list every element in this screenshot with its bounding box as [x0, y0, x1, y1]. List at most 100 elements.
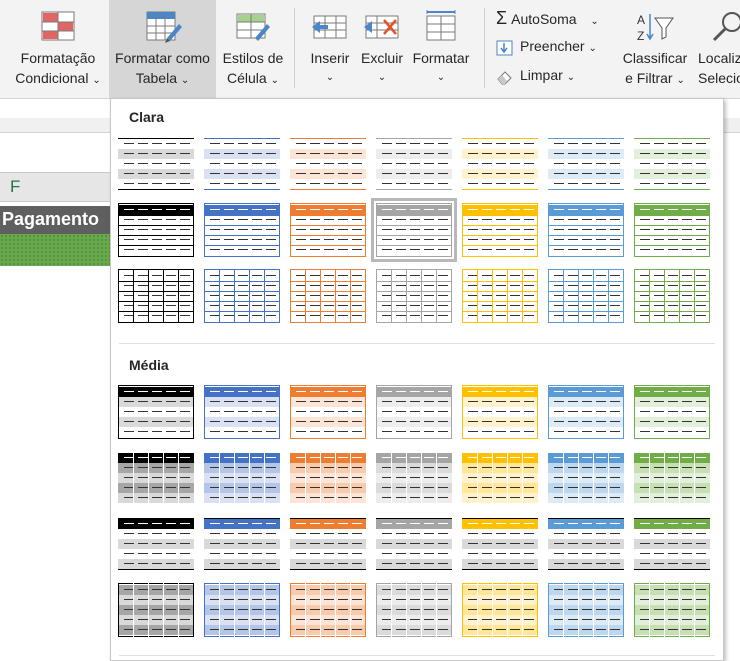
find-select-label1: Localiz	[698, 50, 740, 66]
ribbon-separator	[294, 8, 295, 88]
sort-filter-label2: e Filtrar ⌄	[625, 70, 685, 86]
format-table-icon	[143, 10, 183, 44]
format-button[interactable]: Formatar ⌄	[408, 0, 474, 98]
fill-down-icon	[496, 39, 514, 56]
table-style-swatch[interactable]	[204, 137, 280, 191]
section-divider-bottom	[119, 655, 715, 656]
autosum-button[interactable]: Σ AutoSoma ⌄	[496, 8, 599, 28]
table-style-swatch[interactable]	[118, 385, 194, 439]
magnifier-icon	[708, 10, 740, 44]
table-style-swatch[interactable]	[376, 137, 452, 191]
eraser-icon	[496, 68, 514, 85]
delete-label: Excluir	[360, 50, 403, 66]
delete-chevron: ⌄	[377, 72, 387, 83]
delete-cells-icon	[362, 10, 402, 44]
table-style-swatch[interactable]	[204, 583, 280, 637]
table-style-swatch[interactable]	[376, 583, 452, 637]
table-style-swatch[interactable]	[548, 583, 624, 637]
conditional-formatting-label1: Formatação	[20, 50, 96, 66]
format-chevron: ⌄	[436, 72, 446, 83]
cell-styles-label2: Célula ⌄	[227, 70, 279, 86]
svg-text:A: A	[637, 13, 645, 27]
column-letter: F	[10, 177, 21, 196]
table-style-swatch[interactable]	[462, 203, 538, 257]
section-divider	[119, 343, 715, 344]
table-style-swatch[interactable]	[118, 451, 194, 505]
section-title-medium: Média	[129, 357, 169, 373]
sort-filter-label1: Classificar	[622, 50, 688, 66]
table-style-swatch[interactable]	[634, 203, 710, 257]
table-style-swatch[interactable]	[376, 269, 452, 323]
table-style-swatch[interactable]	[290, 269, 366, 323]
green-cell[interactable]	[0, 234, 110, 266]
table-style-swatch[interactable]	[376, 451, 452, 505]
table-styles-gallery: Clara Média	[110, 98, 724, 661]
table-style-swatch[interactable]	[118, 583, 194, 637]
table-style-swatch[interactable]	[290, 517, 366, 571]
cell-styles-icon	[233, 10, 273, 44]
table-style-swatch[interactable]	[204, 451, 280, 505]
table-style-swatch[interactable]	[634, 269, 710, 323]
table-style-swatch[interactable]	[548, 517, 624, 571]
table-style-swatch[interactable]	[290, 451, 366, 505]
table-style-swatch[interactable]	[462, 451, 538, 505]
fill-button[interactable]: Preencher ⌄	[496, 34, 597, 58]
table-style-swatch[interactable]	[462, 583, 538, 637]
table-style-swatch[interactable]	[118, 517, 194, 571]
format-label: Formatar	[412, 50, 470, 66]
table-style-swatch[interactable]	[634, 137, 710, 191]
table-style-swatch[interactable]	[376, 385, 452, 439]
table-style-swatch[interactable]	[376, 517, 452, 571]
table-style-swatch[interactable]	[118, 203, 194, 257]
conditional-formatting-label2: Condicional ⌄	[15, 70, 101, 86]
delete-button[interactable]: Excluir ⌄	[358, 0, 406, 98]
conditional-format-icon	[38, 10, 78, 44]
insert-label: Inserir	[310, 50, 350, 66]
table-style-swatch[interactable]	[118, 137, 194, 191]
format-as-table-label2: Tabela ⌄	[135, 70, 190, 86]
table-style-swatch[interactable]	[548, 451, 624, 505]
table-style-swatch[interactable]	[634, 583, 710, 637]
table-style-swatch[interactable]	[290, 137, 366, 191]
section-title-light: Clara	[129, 109, 165, 125]
table-style-swatch[interactable]	[548, 137, 624, 191]
ribbon-separator-2	[484, 8, 485, 88]
svg-text:Z: Z	[637, 29, 644, 43]
cell-styles-button[interactable]: Estilos de Célula ⌄	[218, 0, 288, 98]
table-style-swatch[interactable]	[634, 517, 710, 571]
sigma-icon: Σ	[496, 8, 508, 28]
insert-button[interactable]: Inserir ⌄	[304, 0, 356, 98]
table-style-swatch-selected[interactable]	[371, 198, 457, 262]
format-cells-icon	[421, 10, 461, 44]
clear-button[interactable]: Limpar ⌄	[496, 63, 575, 87]
table-style-swatch[interactable]	[290, 203, 366, 257]
table-style-swatch[interactable]	[548, 269, 624, 323]
table-style-swatch[interactable]	[634, 385, 710, 439]
conditional-formatting-button[interactable]: Formatação Condicional ⌄	[10, 0, 106, 98]
table-style-swatch[interactable]	[204, 385, 280, 439]
table-style-swatch[interactable]	[548, 385, 624, 439]
cell-styles-label1: Estilos de	[222, 50, 284, 66]
format-as-table-button[interactable]: Formatar como Tabela ⌄	[109, 0, 216, 98]
table-style-swatch[interactable]	[634, 451, 710, 505]
find-select-label2: Selecio	[698, 70, 740, 86]
table-style-swatch[interactable]	[204, 203, 280, 257]
table-style-swatch[interactable]	[204, 517, 280, 571]
table-style-swatch[interactable]	[462, 137, 538, 191]
column-header[interactable]: F	[0, 172, 110, 202]
table-style-swatch[interactable]	[204, 269, 280, 323]
find-select-button[interactable]: Localiz Selecio	[694, 0, 740, 98]
table-style-swatch[interactable]	[462, 269, 538, 323]
insert-chevron: ⌄	[325, 72, 335, 83]
table-style-swatch[interactable]	[290, 385, 366, 439]
header-cell[interactable]: Pagamento	[0, 206, 110, 234]
table-style-swatch[interactable]	[290, 583, 366, 637]
table-style-swatch[interactable]	[462, 517, 538, 571]
table-style-swatch[interactable]	[462, 385, 538, 439]
table-style-swatch[interactable]	[548, 203, 624, 257]
insert-cells-icon	[310, 10, 350, 44]
table-style-swatch[interactable]	[118, 269, 194, 323]
format-as-table-label1: Formatar como	[115, 50, 210, 66]
